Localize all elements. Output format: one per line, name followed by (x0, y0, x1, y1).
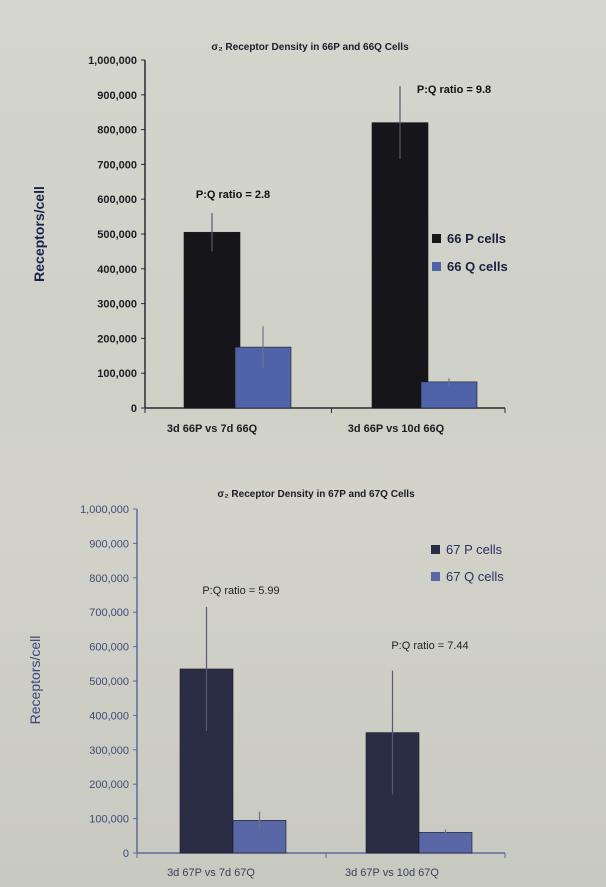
chart2-y-tick-label: 300,000 (89, 745, 129, 757)
chart1-legend-label: 66 Q cells (447, 259, 508, 274)
chart2-ratio-annotation: P:Q ratio = 7.44 (391, 640, 468, 652)
chart1-title: σ₂ Receptor Density in 66P and 66Q Cells (211, 42, 409, 53)
chart2-y-tick-label: 1,000,000 (80, 504, 129, 516)
chart1-y-tick-label: 0 (131, 403, 137, 415)
chart2-title: σ₂ Receptor Density in 67P and 67Q Cells (217, 489, 415, 500)
chart1-y-tick-label: 300,000 (97, 299, 137, 311)
chart1-y-tick-label: 900,000 (97, 90, 137, 102)
chart1-bar-p-1 (183, 231, 241, 409)
chart2-legend-label: 67 Q cells (446, 569, 504, 584)
chart2-y-tick-label: 800,000 (89, 573, 129, 585)
chart1-bar-p-2 (371, 122, 429, 409)
chart1-y-tick-label: 100,000 (97, 368, 137, 380)
chart1-y-tick-label: 600,000 (97, 194, 137, 206)
chart2-y-tick-label: 400,000 (89, 710, 129, 722)
chart2-y-axis-label: Receptors/cell (27, 636, 43, 725)
chart2-bar-q-2 (418, 832, 473, 854)
chart1-category-label: 3d 66P vs 7d 66Q (167, 423, 258, 435)
chart2-legend-label: 67 P cells (446, 542, 503, 557)
chart2-y-tick-label: 0 (123, 848, 129, 860)
chart2-category-label: 3d 67P vs 7d 67Q (167, 867, 255, 879)
chart1-y-tick-label: 800,000 (97, 125, 137, 137)
chart2-y-tick-label: 500,000 (89, 676, 129, 688)
chart1-y-tick-label: 1,000,000 (88, 55, 137, 67)
chart2-ratio-annotation: P:Q ratio = 5.99 (202, 585, 279, 597)
chart2-legend-swatch (431, 545, 440, 554)
chart1-ratio-annotation: P:Q ratio = 9.8 (417, 84, 491, 96)
chart1-y-tick-label: 500,000 (97, 229, 137, 241)
chart1-y-tick-label: 200,000 (97, 333, 137, 345)
chart2-y-tick-label: 700,000 (89, 607, 129, 619)
chart1-y-tick-label: 700,000 (97, 159, 137, 171)
chart1-legend-swatch (432, 262, 441, 271)
chart2-legend-swatch (431, 572, 440, 581)
chart1-legend-swatch (432, 234, 441, 243)
chart2-y-tick-label: 900,000 (89, 538, 129, 550)
chart1-y-axis-label: Receptors/cell (31, 186, 47, 282)
chart1-y-tick-label: 400,000 (97, 264, 137, 276)
chart1-ratio-annotation: P:Q ratio = 2.8 (196, 189, 270, 201)
chart2-y-tick-label: 200,000 (89, 779, 129, 791)
chart1-category-label: 3d 66P vs 10d 66Q (348, 423, 445, 435)
chart1-bar-q-2 (420, 381, 478, 409)
chart2-y-tick-label: 600,000 (89, 642, 129, 654)
chart1-legend-label: 66 P cells (447, 231, 506, 246)
chart2-category-label: 3d 67P vs 10d 67Q (345, 867, 439, 879)
chart2-y-tick-label: 100,000 (89, 814, 129, 826)
